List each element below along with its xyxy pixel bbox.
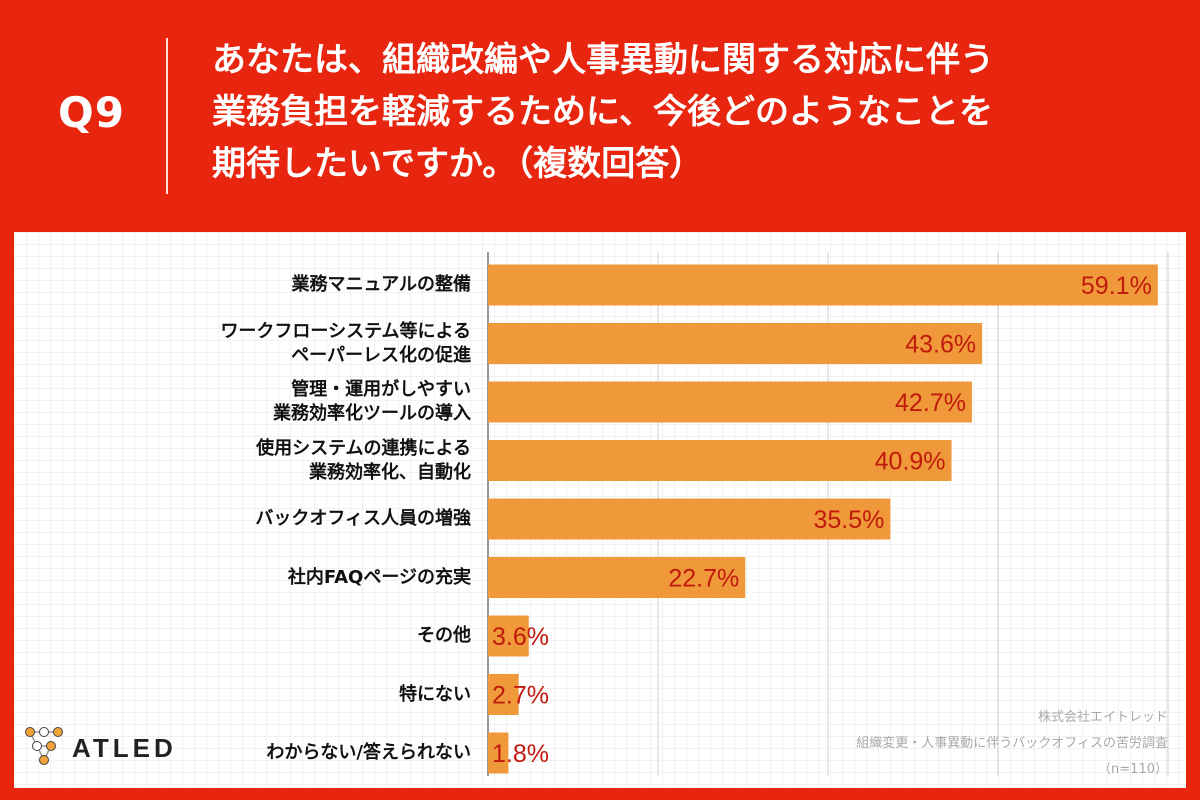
value-label-5: 35.5% [813, 506, 884, 534]
category-label-1: 業務マニュアルの整備 [171, 273, 471, 297]
question-header: Q9 あなたは、組織改編や人事異動に関する対応に伴う 業務負担を軽減するために、… [0, 0, 1200, 228]
bar-4 [488, 440, 952, 481]
question-line-1: あなたは、組織改編や人事異動に関する対応に伴う [212, 40, 994, 80]
category-label-1-line-1: 業務マニュアルの整備 [291, 274, 471, 295]
question-text: あなたは、組織改編や人事異動に関する対応に伴う 業務負担を軽減するために、今後ど… [212, 34, 1172, 190]
question-number: Q9 [58, 88, 125, 137]
category-label-5-line-1: バックオフィス人員の増強 [255, 508, 471, 529]
bar-6 [488, 557, 746, 598]
category-label-7: その他 [171, 624, 471, 648]
value-label-3: 42.7% [895, 389, 966, 417]
bar-7 [488, 615, 529, 657]
value-label-2: 43.6% [905, 331, 976, 359]
question-line-3: 期待したいですか。（複数回答） [212, 144, 704, 184]
bar-2 [488, 323, 983, 364]
footer-sample-size: （n=110） [1098, 762, 1168, 777]
bar-5 [488, 498, 891, 540]
category-label-8-line-1: 特にない [399, 683, 471, 705]
value-label-6: 22.7% [668, 565, 739, 593]
value-label-9: 1.8% [492, 740, 549, 768]
value-label-4: 40.9% [875, 448, 946, 476]
category-label-6-line-1: 社内FAQページの充実 [287, 566, 471, 588]
category-label-2: ワークフローシステム等による ペーパーレス化の促進 [171, 320, 471, 368]
category-label-2-line-1: ワークフローシステム等による [220, 320, 471, 342]
category-label-5: バックオフィス人員の増強 [171, 507, 471, 531]
bar-8 [488, 674, 519, 715]
footer-survey: 組織変更・人事異動に伴うバックオフィスの苦労調査 [856, 736, 1168, 751]
category-label-9-line-1: わからない/答えられない [266, 742, 471, 763]
logo-text: ATLED [72, 733, 177, 763]
footer-company: 株式会社エイトレッド [1037, 710, 1168, 725]
category-label-4-line-1: 使用システムの連携による [256, 437, 471, 459]
bar-3 [488, 381, 972, 423]
value-label-8: 2.7% [492, 682, 549, 710]
category-label-3-line-1: 管理・運用がしやすい [291, 379, 471, 400]
category-label-7-line-1: その他 [417, 625, 471, 646]
bar-1 [488, 264, 1158, 306]
category-label-9: わからない/答えられない [171, 741, 471, 765]
category-label-3: 管理・運用がしやすい業務効率化ツールの導入 [171, 378, 471, 426]
value-label-1: 59.1% [1081, 272, 1152, 300]
question-line-2: 業務負担を軽減するために、今後どのようなことを [212, 92, 993, 132]
category-label-3-line-2: 業務効率化ツールの導入 [273, 403, 471, 424]
category-label-4-line-2: 業務効率化、自動化 [309, 461, 471, 483]
logo-dots-icon [25, 727, 63, 765]
bar-9 [488, 732, 509, 774]
category-label-4: 使用システムの連携による 業務効率化、自動化 [171, 437, 471, 485]
category-label-6: 社内FAQページの充実 [171, 566, 471, 590]
header-divider [166, 38, 168, 194]
category-label-2-line-2: ペーパーレス化の促進 [291, 344, 471, 366]
value-label-7: 3.6% [492, 623, 549, 651]
category-label-8: 特にない [171, 683, 471, 707]
